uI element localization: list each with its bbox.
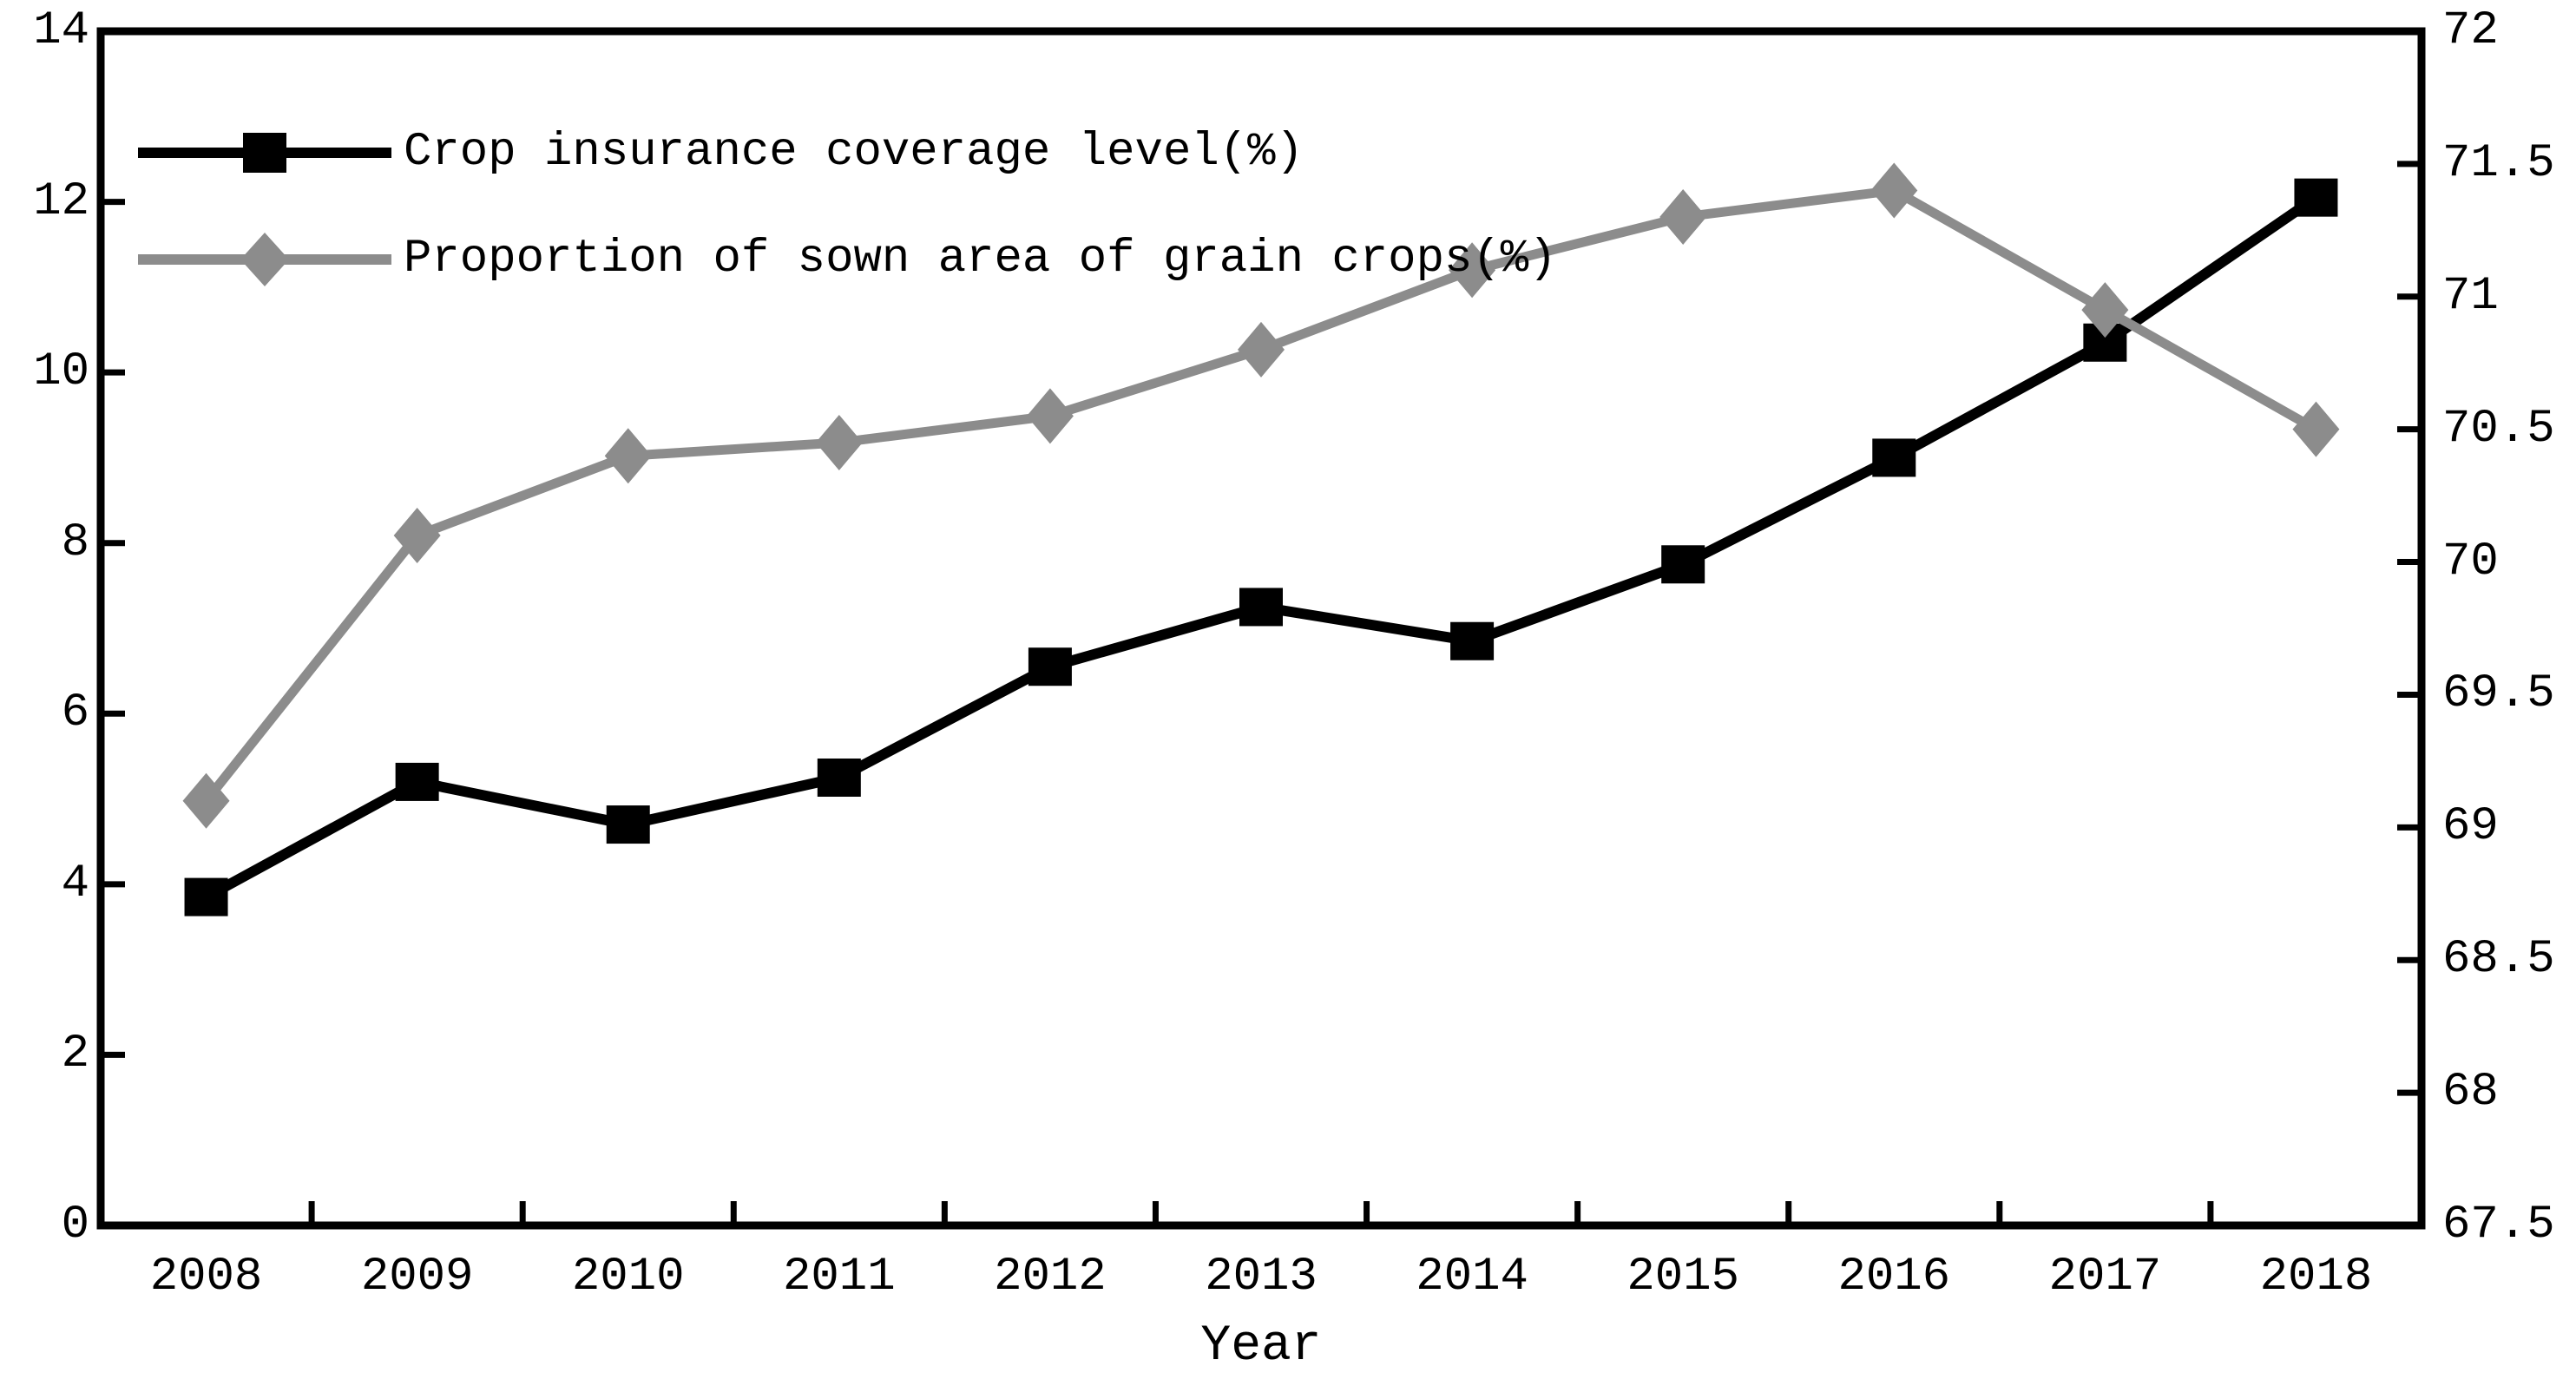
left-axis-label-2: 2 <box>61 1028 89 1081</box>
left-axis-label-4: 4 <box>61 857 89 910</box>
marker-diamond-2012 <box>1026 388 1074 444</box>
left-axis-label-10: 10 <box>33 345 89 399</box>
right-axis-label-70: 70 <box>2442 535 2499 588</box>
right-axis-label-67.5: 67.5 <box>2442 1199 2555 1251</box>
marker-square-2009 <box>395 762 439 801</box>
right-axis-label-70.5: 70.5 <box>2442 402 2555 456</box>
marker-square-2018 <box>2294 178 2338 217</box>
marker-diamond-2008 <box>182 772 230 829</box>
series-line-crop-insurance-coverage-level <box>203 193 2319 902</box>
left-axis-label-8: 8 <box>61 516 89 569</box>
legend-label-grain-crops-proportion: Proportion of sown area of grain crops(%… <box>404 233 1557 286</box>
marker-square-2013 <box>1239 588 1283 627</box>
x-axis-label-2009: 2009 <box>360 1251 474 1304</box>
right-axis-label-72: 72 <box>2442 4 2499 57</box>
marker-diamond-2018 <box>2292 401 2340 457</box>
marker-square-2011 <box>817 759 861 797</box>
x-axis-label-2015: 2015 <box>1626 1251 1739 1304</box>
x-axis-title: Year <box>1200 1318 1322 1375</box>
legend-swatch-square-line <box>138 133 391 173</box>
marker-diamond-2014 <box>1449 242 1496 299</box>
legend-label-crop-insurance-coverage: Crop insurance coverage level(%) <box>404 126 1304 179</box>
left-axis-label-6: 6 <box>61 686 89 740</box>
marker-diamond-2010 <box>604 428 652 484</box>
marker-square-2014 <box>1450 621 1495 660</box>
x-axis-label-2018: 2018 <box>2259 1251 2373 1304</box>
x-axis-label-2008: 2008 <box>149 1251 263 1304</box>
legend-item-crop-insurance-coverage: Crop insurance coverage level(%) <box>135 122 1304 184</box>
marker-square-2012 <box>1028 647 1072 686</box>
right-axis-label-68.5: 68.5 <box>2442 933 2555 987</box>
marker-square-2015 <box>1661 545 1705 584</box>
right-axis-label-68: 68 <box>2442 1066 2499 1120</box>
legend-diamond-marker-icon <box>240 233 289 286</box>
marker-diamond-2017 <box>2081 282 2129 338</box>
marker-diamond-2015 <box>1659 189 1707 246</box>
marker-diamond-2016 <box>1870 162 1918 219</box>
right-axis-label-71: 71 <box>2442 269 2499 323</box>
x-axis-label-2017: 2017 <box>2048 1251 2162 1304</box>
x-axis-label-2012: 2012 <box>994 1251 1107 1304</box>
x-axis-label-2011: 2011 <box>783 1251 896 1304</box>
right-axis-label-69: 69 <box>2442 800 2499 854</box>
marker-diamond-2009 <box>393 507 441 563</box>
marker-square-2016 <box>1872 438 1916 477</box>
x-axis-label-2010: 2010 <box>571 1251 685 1304</box>
legend-square-marker-icon <box>243 133 286 173</box>
marker-square-2008 <box>184 877 228 916</box>
plot-frame <box>96 27 2426 1230</box>
right-axis-label-69.5: 69.5 <box>2442 667 2555 721</box>
x-axis-label-2014: 2014 <box>1416 1251 1528 1304</box>
marker-diamond-2011 <box>815 414 863 470</box>
legend-swatch-diamond-line <box>138 233 391 286</box>
marker-diamond-2013 <box>1238 321 1285 378</box>
x-axis-label-2016: 2016 <box>1837 1251 1951 1304</box>
left-axis-label-12: 12 <box>33 174 89 228</box>
left-axis-label-0: 0 <box>61 1199 89 1251</box>
legend-item-grain-crops-proportion: Proportion of sown area of grain crops(%… <box>135 228 1557 291</box>
marker-square-2010 <box>606 805 650 844</box>
left-axis-label-14: 14 <box>33 4 89 57</box>
x-axis-label-2013: 2013 <box>1205 1251 1318 1304</box>
right-axis-label-71.5: 71.5 <box>2442 136 2555 190</box>
